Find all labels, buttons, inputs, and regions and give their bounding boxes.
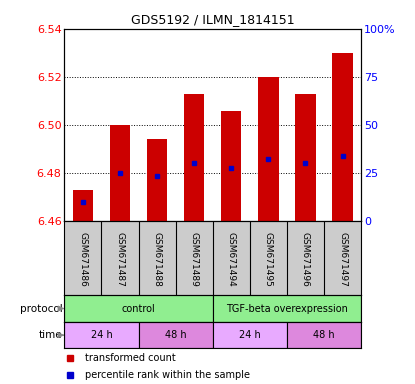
Text: 48 h: 48 h (165, 330, 186, 340)
Text: GSM671487: GSM671487 (115, 232, 124, 287)
Text: control: control (122, 303, 155, 313)
Text: 48 h: 48 h (313, 330, 335, 340)
Text: GSM671495: GSM671495 (264, 232, 273, 287)
Text: transformed count: transformed count (85, 353, 176, 363)
Text: 24 h: 24 h (239, 330, 261, 340)
Text: TGF-beta overexpression: TGF-beta overexpression (226, 303, 348, 313)
Bar (64, 322, 139, 349)
Text: time: time (39, 330, 63, 340)
Text: 24 h: 24 h (90, 330, 112, 340)
Text: GSM671494: GSM671494 (227, 232, 236, 287)
Bar (332, 53, 353, 221)
Bar (221, 111, 242, 221)
Text: GSM671496: GSM671496 (301, 232, 310, 287)
Bar (73, 190, 93, 221)
Bar (258, 77, 278, 221)
Bar (110, 125, 130, 221)
Bar (295, 94, 316, 221)
Text: percentile rank within the sample: percentile rank within the sample (85, 370, 250, 380)
Bar (213, 322, 287, 349)
Bar (287, 322, 361, 349)
Bar (184, 94, 204, 221)
Text: GSM671486: GSM671486 (78, 232, 88, 287)
Bar (213, 295, 361, 322)
Text: GSM671497: GSM671497 (338, 232, 347, 287)
Title: GDS5192 / ILMN_1814151: GDS5192 / ILMN_1814151 (131, 13, 295, 26)
Text: protocol: protocol (20, 303, 63, 313)
Bar (64, 295, 213, 322)
Text: GSM671489: GSM671489 (190, 232, 199, 287)
Bar (147, 139, 167, 221)
Text: GSM671488: GSM671488 (153, 232, 161, 287)
Bar (139, 322, 213, 349)
